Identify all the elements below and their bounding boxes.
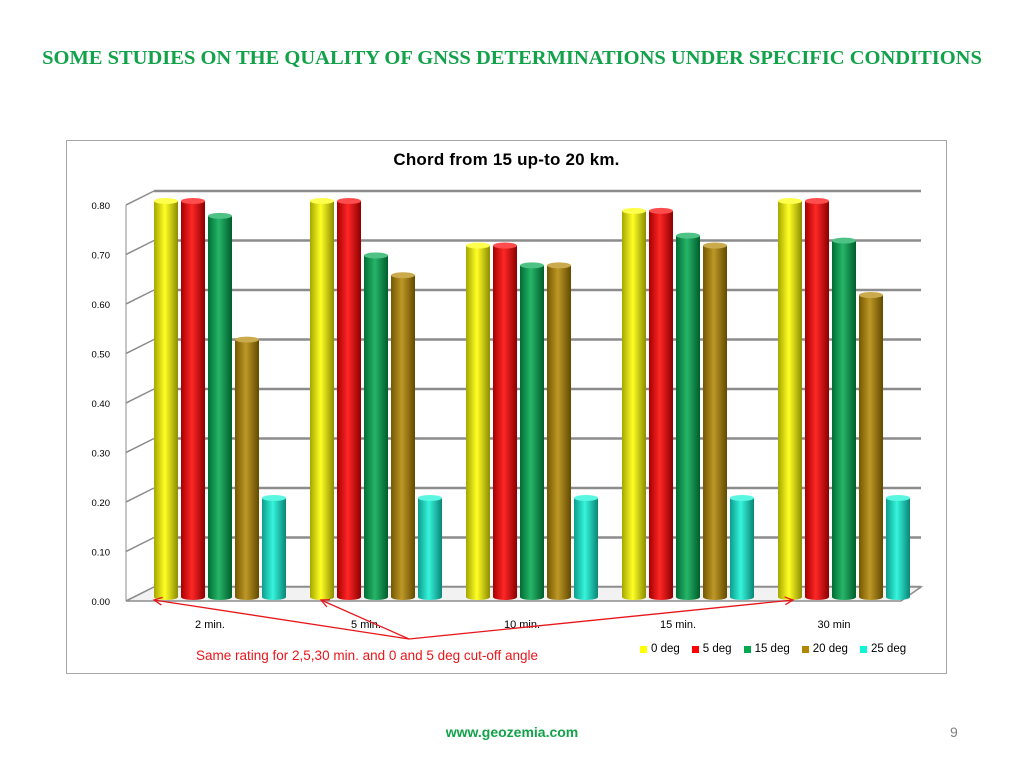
chart-annotation: Same rating for 2,5,30 min. and 0 and 5 … — [196, 648, 538, 663]
bar-top-0deg-3 — [622, 207, 646, 214]
bar-top-20deg-0 — [235, 336, 259, 343]
bar-20deg-2 — [547, 265, 571, 600]
bar-15deg-3 — [676, 235, 700, 600]
legend-label-15deg: 15 deg — [754, 643, 790, 655]
x-tick-label: 5 min. — [351, 619, 381, 631]
bar-top-5deg-0 — [181, 198, 205, 204]
bar-top-0deg-1 — [310, 198, 334, 204]
legend-item-15deg: 15 deg — [743, 643, 790, 655]
bar-top-15deg-1 — [364, 252, 388, 259]
chart-title: Chord from 15 up-to 20 km. — [393, 150, 620, 169]
bar-20deg-3 — [703, 245, 727, 601]
bar-top-5deg-2 — [493, 242, 517, 249]
annotation-arrowhead-0 — [152, 596, 163, 606]
bar-0deg-3 — [622, 210, 646, 600]
legend-swatch-15deg — [743, 645, 751, 653]
legend-swatch-25deg — [859, 645, 867, 653]
bar-top-20deg-1 — [391, 272, 415, 279]
annotation-arrowhead-1 — [319, 599, 331, 608]
y-tick-label: 0.10 — [92, 548, 111, 559]
x-tick-label: 2 min. — [195, 619, 225, 631]
bar-top-25deg-0 — [262, 495, 286, 501]
bar-top-15deg-3 — [676, 232, 700, 239]
bar-top-25deg-1 — [418, 495, 442, 501]
bar-0deg-4 — [778, 201, 802, 600]
annotation-arrow-1 — [320, 599, 410, 640]
grid-side-3 — [125, 437, 155, 454]
bar-5deg-3 — [649, 210, 673, 600]
grid-side-7 — [125, 239, 155, 256]
grid-side-6 — [125, 289, 155, 305]
grid-side-4 — [125, 388, 155, 404]
bar-0deg-1 — [310, 201, 334, 600]
bar-top-15deg-0 — [208, 212, 232, 219]
y-tick-label: 0.60 — [92, 300, 111, 311]
bar-15deg-4 — [832, 240, 856, 600]
bar-20deg-0 — [235, 339, 259, 600]
grid-side-1 — [125, 536, 155, 553]
bar-top-0deg-4 — [778, 198, 802, 204]
bar-top-5deg-3 — [649, 207, 673, 214]
y-tick-label: 0.70 — [92, 251, 111, 262]
bar-top-25deg-4 — [886, 495, 910, 501]
y-tick-label: 0.20 — [92, 498, 111, 509]
legend-label-20deg: 20 deg — [812, 643, 848, 655]
bar-top-25deg-3 — [730, 495, 754, 501]
legend-item-0deg: 0 deg — [640, 643, 680, 655]
bar-top-0deg-0 — [154, 198, 178, 204]
bar-20deg-4 — [859, 295, 883, 600]
page-number: 9 — [950, 724, 958, 740]
bar-top-15deg-4 — [832, 237, 856, 244]
bar-15deg-0 — [208, 215, 232, 600]
bar-25deg-2 — [574, 498, 598, 600]
bar-top-20deg-4 — [859, 292, 883, 299]
bar-25deg-4 — [886, 498, 910, 600]
y-tick-label: 0.30 — [92, 449, 111, 460]
grid-side-2 — [125, 487, 155, 503]
bar-0deg-0 — [154, 201, 178, 600]
y-tick-label: 0.00 — [92, 597, 111, 608]
footer-url[interactable]: www.geozemia.com — [445, 724, 579, 740]
legend-swatch-0deg — [640, 645, 647, 653]
bar-0deg-2 — [466, 245, 490, 601]
y-tick-label: 0.50 — [92, 350, 111, 361]
legend-item-5deg: 5 deg — [691, 643, 732, 655]
bar-top-20deg-3 — [703, 242, 727, 249]
bar-top-15deg-2 — [520, 262, 544, 269]
bar-top-5deg-1 — [337, 198, 361, 204]
legend-item-25deg: 25 deg — [859, 643, 907, 655]
annotation-arrow-0 — [153, 599, 410, 640]
legend-label-5deg: 5 deg — [702, 643, 732, 655]
bar-25deg-0 — [262, 498, 286, 600]
bar-25deg-1 — [418, 498, 442, 600]
bar-chart: 0.00 0.10 0.20 0.30 0.40 0.50 0.60 0.70 0.80 2 mi… — [92, 189, 924, 640]
legend-item-20deg: 20 deg — [801, 643, 848, 655]
legend-swatch-20deg — [801, 645, 809, 653]
bar-top-20deg-2 — [547, 262, 571, 269]
legend-label-0deg: 0 deg — [651, 643, 680, 655]
bar-15deg-2 — [520, 265, 544, 600]
bar-25deg-3 — [730, 498, 754, 600]
legend-swatch-5deg — [691, 645, 699, 653]
bar-top-5deg-4 — [805, 198, 829, 204]
annotation-arrow-2 — [408, 599, 794, 640]
annotation-arrowhead-2 — [784, 596, 795, 606]
bar-5deg-0 — [181, 201, 205, 600]
bar-top-0deg-2 — [466, 242, 490, 249]
slide-title: SOME STUDIES ON THE QUALITY OF GNSS DETE… — [42, 47, 982, 69]
bar-top-25deg-2 — [574, 495, 598, 501]
chart-legend: 0 deg 5 deg 15 deg 20 deg 25 deg — [640, 643, 906, 655]
grid-side-5 — [125, 338, 155, 355]
x-tick-label: 30 min — [817, 619, 850, 631]
grid-side-8 — [125, 190, 155, 206]
legend-label-25deg: 25 deg — [870, 643, 907, 655]
y-tick-label: 0.80 — [92, 201, 111, 212]
x-tick-label: 15 min. — [660, 619, 696, 631]
y-tick-label: 0.40 — [92, 399, 111, 410]
bar-20deg-1 — [391, 275, 415, 600]
bar-15deg-1 — [364, 255, 388, 600]
bar-5deg-1 — [337, 201, 361, 600]
bar-5deg-2 — [493, 245, 517, 601]
bar-5deg-4 — [805, 201, 829, 600]
